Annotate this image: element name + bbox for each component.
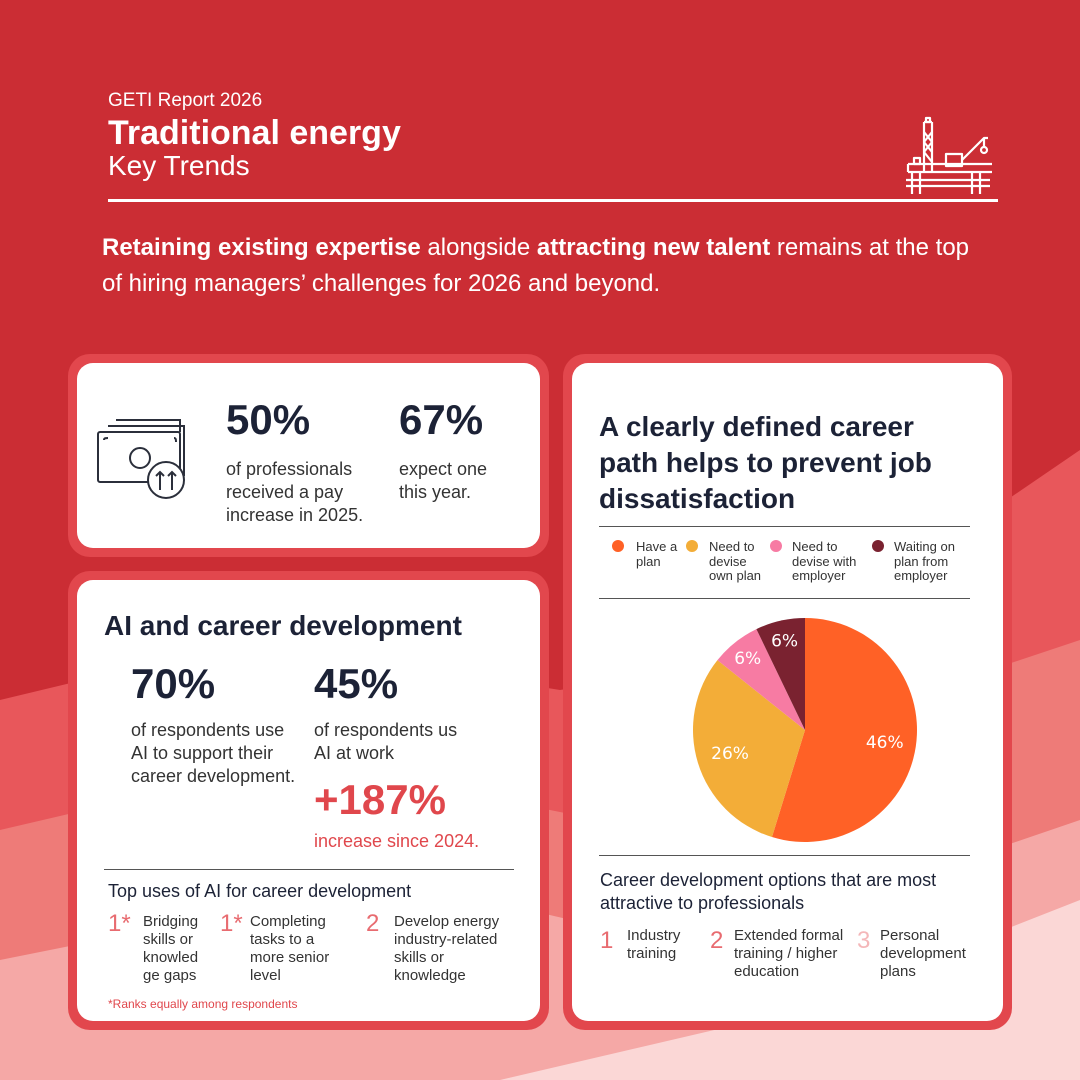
pie-label-have-plan: 46% bbox=[866, 733, 904, 753]
pay-stat-1-value: 50% bbox=[226, 396, 311, 443]
pie-slice-have-plan bbox=[771, 618, 917, 842]
ai-stat-2-value: 45% bbox=[314, 660, 399, 707]
ai-use-1-rank: 1* bbox=[108, 910, 131, 937]
money-increase-icon bbox=[97, 419, 185, 499]
pie-slice-waiting bbox=[756, 618, 805, 730]
intro-text: Retaining existing expertise alongside a… bbox=[102, 230, 992, 302]
legend-have-plan: Have a plan bbox=[636, 539, 678, 569]
legend-dot-waiting bbox=[872, 540, 884, 552]
pie-label-waiting: 6% bbox=[771, 631, 798, 651]
page-subtitle: Key Trends bbox=[108, 150, 250, 181]
ai-stat-2-text: of respondents us AI at work bbox=[314, 720, 458, 763]
ai-use-2-rank: 1* bbox=[220, 910, 243, 937]
report-label: GETI Report 2026 bbox=[108, 90, 263, 111]
legend-dot-devise-employer bbox=[770, 540, 782, 552]
career-section-title: A clearly defined career path helps to p… bbox=[599, 411, 932, 514]
legend-top-divider bbox=[599, 526, 970, 527]
ai-uses-title: Top uses of AI for career development bbox=[108, 881, 412, 901]
ai-use-2-text: Completing tasks to a more senior level bbox=[250, 913, 330, 984]
pay-stat-1-text: of professionals received a pay increase… bbox=[226, 459, 364, 525]
legend-dot-devise-own bbox=[686, 540, 698, 552]
legend-devise-own: Need to devise own plan bbox=[709, 539, 762, 583]
ai-section-title: AI and career development bbox=[104, 610, 462, 641]
career-option-1-text: Industry training bbox=[627, 927, 681, 962]
ai-divider bbox=[104, 869, 514, 870]
career-options-title: Career development options that are most… bbox=[600, 870, 937, 913]
ai-stat-1-text: of respondents use AI to support their c… bbox=[131, 720, 296, 786]
pay-card bbox=[77, 363, 540, 548]
legend-dot-have-plan bbox=[612, 540, 624, 552]
ai-card bbox=[77, 580, 540, 1021]
career-option-3-text: Personal development plans bbox=[880, 927, 966, 980]
legend-bottom-divider bbox=[599, 598, 970, 599]
career-option-2-text: Extended formal training / higher educat… bbox=[734, 927, 844, 980]
career-plan-pie-chart: 46% 26% 6% 6% bbox=[693, 618, 917, 842]
page-title: Traditional energy bbox=[108, 114, 401, 152]
intro-text-1: alongside bbox=[420, 234, 537, 261]
intro-text-2: remains at the top of hiring managers’ c… bbox=[102, 234, 970, 297]
pay-stat-2-text: expect one this year. bbox=[399, 459, 488, 502]
ai-use-3-text: Develop energy industry-related skills o… bbox=[394, 913, 500, 984]
pie-slice-devise-own bbox=[693, 660, 805, 838]
legend-devise-employer: Need to devise with employer bbox=[792, 539, 857, 583]
ai-growth-text: increase since 2024. bbox=[314, 831, 480, 851]
career-option-1-rank: 1 bbox=[600, 927, 614, 954]
header-divider bbox=[108, 199, 998, 202]
ai-growth-value: +187% bbox=[314, 776, 446, 823]
intro-bold-1: Retaining existing expertise bbox=[102, 234, 421, 261]
pie-label-devise-own: 26% bbox=[711, 744, 749, 764]
ai-use-1-text: Bridging skills or knowled ge gaps bbox=[143, 913, 199, 984]
career-option-2-rank: 2 bbox=[710, 927, 724, 954]
legend-waiting: Waiting on plan from employer bbox=[894, 539, 955, 583]
career-option-3-rank: 3 bbox=[857, 927, 871, 954]
pie-label-devise-employer: 6% bbox=[734, 649, 761, 669]
ai-stat-1-value: 70% bbox=[131, 660, 216, 707]
options-divider bbox=[599, 855, 970, 856]
pay-stat-2-value: 67% bbox=[399, 396, 484, 443]
intro-bold-2: attracting new talent bbox=[536, 234, 771, 261]
pie-slice-devise-employer bbox=[717, 629, 805, 730]
ai-use-3-rank: 2 bbox=[366, 910, 380, 937]
oil-rig-icon bbox=[906, 116, 992, 194]
ai-footnote: *Ranks equally among respondents bbox=[108, 997, 298, 1011]
